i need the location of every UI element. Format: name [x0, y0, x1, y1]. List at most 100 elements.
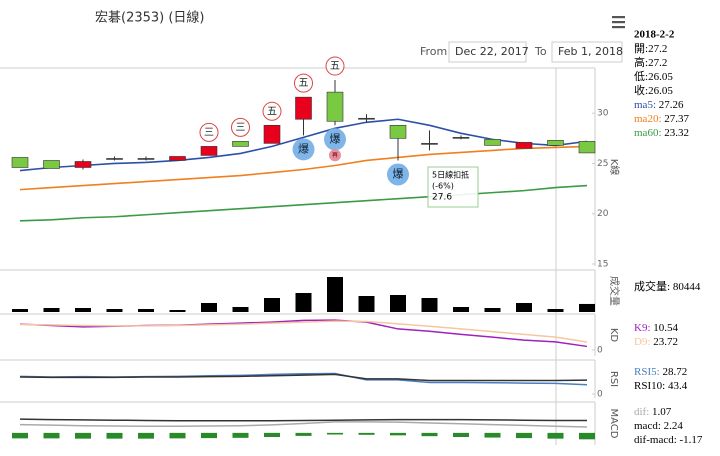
- from-label: From: [420, 45, 447, 58]
- readout-row: 高:27.2: [634, 55, 667, 69]
- burst-text: 爆: [298, 141, 309, 155]
- candle-body: [263, 124, 281, 144]
- readout-row: ma20: 27.37: [634, 113, 690, 125]
- macd-bar: [169, 432, 186, 439]
- readout-value: 23.72: [653, 336, 678, 348]
- from-input[interactable]: [448, 41, 527, 63]
- candle-body: [515, 142, 533, 149]
- readout-value: 28.72: [662, 366, 687, 378]
- line: [19, 184, 588, 222]
- readout-value: 27.37: [664, 113, 689, 125]
- signal-text: 五: [299, 78, 309, 89]
- signal-badge: [262, 101, 282, 121]
- macd-bar: [106, 432, 123, 439]
- candle-body: [137, 158, 155, 160]
- readout-label: ma20:: [634, 113, 664, 125]
- volume-bar: [421, 298, 438, 312]
- macd-bar: [12, 432, 28, 439]
- y-tick-label: 0: [597, 389, 603, 399]
- candle-body: [74, 161, 92, 168]
- candle-body: [326, 91, 344, 122]
- volume-bar: [201, 303, 217, 312]
- volume-bar: [390, 295, 406, 312]
- signal-text: 五: [330, 61, 340, 72]
- macd-bar: [75, 432, 91, 439]
- repeat-badge: [329, 149, 341, 162]
- line: [19, 418, 588, 422]
- macd-bar: [484, 432, 501, 438]
- readout-row: dif-macd: -1.17: [634, 434, 703, 446]
- candle-body: [578, 141, 596, 154]
- readout-row: macd: 2.24: [634, 420, 683, 432]
- volume-bar: [484, 308, 501, 312]
- to-input[interactable]: [551, 41, 623, 63]
- volume-bar: [579, 303, 595, 312]
- candle-body: [106, 158, 123, 160]
- macd-bar: [295, 432, 312, 436]
- to-date[interactable]: Feb 1, 2018: [558, 45, 623, 58]
- volume-bar: [12, 309, 28, 312]
- readout-row: dif: 1.07: [634, 406, 672, 418]
- macd-bar: [264, 432, 280, 438]
- menu-button[interactable]: [612, 16, 625, 29]
- burst-badge: [324, 128, 346, 151]
- axis-label: RSI: [608, 371, 619, 387]
- macd-bar: [43, 432, 60, 439]
- volume-bar: [138, 309, 154, 312]
- candle-body: [547, 140, 564, 146]
- readout-row: RSI10: 43.4: [634, 380, 688, 392]
- note-title: 5日線扣抵: [432, 170, 469, 180]
- macd-bar: [421, 432, 438, 437]
- readout-value: -1.17: [680, 434, 703, 446]
- readout-value: 1.07: [652, 406, 672, 418]
- signal-text: 三: [204, 127, 214, 138]
- candle-body: [389, 124, 407, 139]
- readout-value: 2.24: [664, 420, 684, 432]
- note-change: (-6%): [432, 182, 454, 191]
- macd-bar: [453, 432, 469, 438]
- macd-bar: [327, 432, 343, 435]
- readout-label: D9:: [634, 336, 653, 348]
- candle-body: [484, 139, 501, 146]
- note-box: [427, 166, 479, 208]
- y-tick-label: 30: [597, 109, 609, 119]
- readout-row: K9: 10.54: [634, 322, 679, 334]
- repeat-text: 再: [332, 152, 338, 159]
- readout-label: RSI5:: [634, 366, 662, 378]
- candle-body: [452, 137, 470, 139]
- note-value: 27.6: [432, 193, 452, 203]
- line: [19, 421, 588, 428]
- chart-title: 宏碁(2353) (日線): [95, 10, 205, 26]
- line: [19, 319, 588, 348]
- readout-value: 27.2: [648, 57, 667, 69]
- from-date[interactable]: Dec 22, 2017: [455, 45, 529, 58]
- macd-bar: [516, 432, 532, 439]
- readout-value: 26.05: [648, 85, 673, 97]
- readout-value: 10.54: [653, 322, 678, 334]
- readout-value: 43.4: [668, 380, 688, 392]
- readout-label: K9:: [634, 322, 653, 334]
- candle-body: [232, 141, 249, 147]
- volume-bar: [75, 308, 91, 312]
- readout-row: RSI5: 28.72: [634, 366, 687, 378]
- readout-value: 27.26: [659, 99, 684, 111]
- signal-badge: [231, 117, 250, 137]
- macd-bar: [579, 432, 595, 440]
- volume-bar: [43, 308, 60, 312]
- readout-row: 低:26.05: [634, 70, 673, 83]
- readout-label: 開:: [634, 42, 648, 55]
- readout-row: 開:27.2: [634, 42, 667, 55]
- signal-text: 五: [267, 106, 277, 117]
- candle-body: [358, 117, 375, 120]
- macd-bar: [390, 432, 406, 436]
- volume-bar: [327, 277, 343, 312]
- readout-label: dif:: [634, 406, 652, 418]
- volume-bar: [358, 296, 375, 312]
- candle-body: [295, 96, 312, 120]
- volume-bar: [295, 293, 312, 312]
- readout-label: dif-macd:: [634, 434, 680, 446]
- readout-value: 80444: [673, 281, 701, 293]
- y-tick-label: 0: [597, 346, 603, 356]
- volume-bar: [516, 303, 532, 312]
